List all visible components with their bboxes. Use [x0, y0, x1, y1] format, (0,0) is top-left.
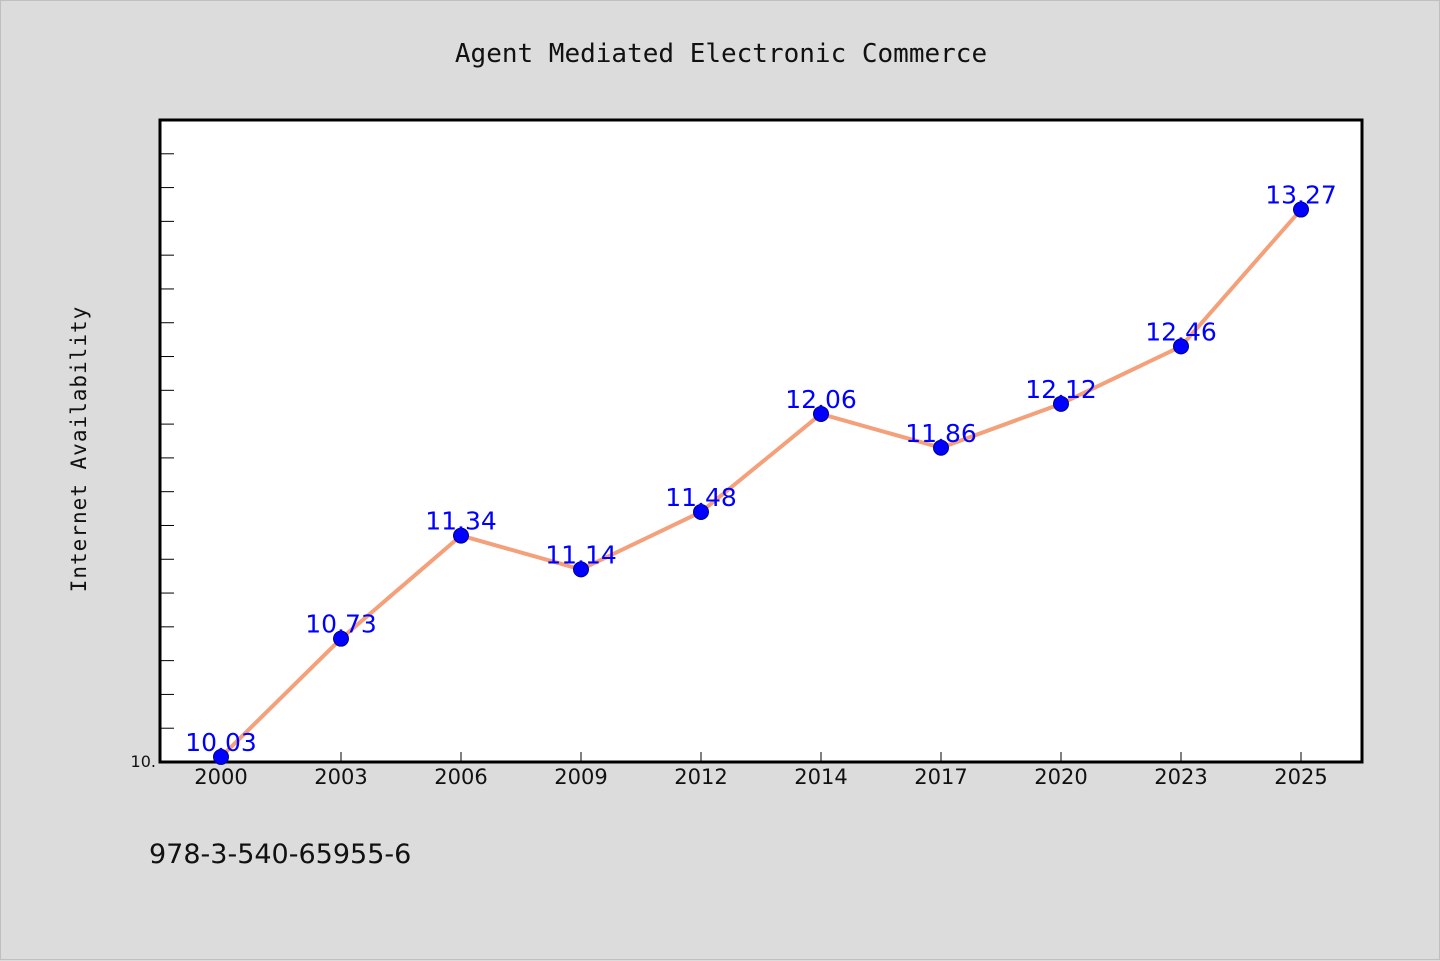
x-tick-label: 2023	[1154, 765, 1207, 789]
x-axis-tick-labels: 2000 2003 2006 2009 2012 2014 2017 2020 2023 2025	[194, 765, 1327, 789]
data-point	[1293, 201, 1309, 218]
chart-title: Agent Mediated Electronic Commerce	[455, 39, 987, 69]
x-tick-label: 2025	[1274, 765, 1327, 789]
data-point	[813, 405, 829, 422]
data-point	[1053, 395, 1069, 412]
data-point	[453, 527, 469, 544]
data-label: 10.03	[185, 728, 257, 757]
x-tick-label: 2020	[1034, 765, 1087, 789]
x-tick-label: 2006	[434, 765, 487, 789]
data-point	[933, 439, 949, 456]
data-label: 11.14	[545, 540, 617, 569]
data-point	[213, 748, 229, 765]
x-tick-label: 2009	[554, 765, 607, 789]
data-label: 13.27	[1265, 181, 1337, 210]
x-tick-label: 2017	[914, 765, 967, 789]
data-label: 11.86	[905, 419, 977, 448]
data-labels: 10.03 10.73 11.34 11.14 11.48 12.06 11.86 12.12…	[185, 181, 1337, 757]
data-point	[693, 503, 709, 520]
y-axis-ticks	[160, 153, 174, 763]
x-tick-label: 2000	[194, 765, 247, 789]
y-axis-tick-labels: 10.	[131, 752, 156, 771]
y-axis-label: Internet Availability	[67, 306, 91, 593]
data-label: 11.48	[665, 483, 737, 512]
y-tick-label: 10.	[131, 752, 156, 771]
data-label: 11.34	[425, 507, 497, 536]
series-line	[219, 208, 1303, 759]
data-label: 10.73	[305, 610, 377, 639]
data-markers	[213, 201, 1309, 765]
data-point	[333, 630, 349, 647]
data-label: 12.12	[1025, 375, 1097, 404]
x-axis-ticks	[220, 752, 1302, 762]
isbn-footer: 978-3-540-65955-6	[149, 839, 411, 870]
plot-area	[158, 118, 1364, 764]
x-tick-label: 2012	[674, 765, 727, 789]
data-label: 12.46	[1145, 317, 1217, 346]
data-label: 12.06	[785, 385, 857, 414]
data-point	[1173, 338, 1189, 355]
x-tick-label: 2003	[314, 765, 367, 789]
x-tick-label: 2014	[794, 765, 847, 789]
data-point	[573, 561, 589, 578]
